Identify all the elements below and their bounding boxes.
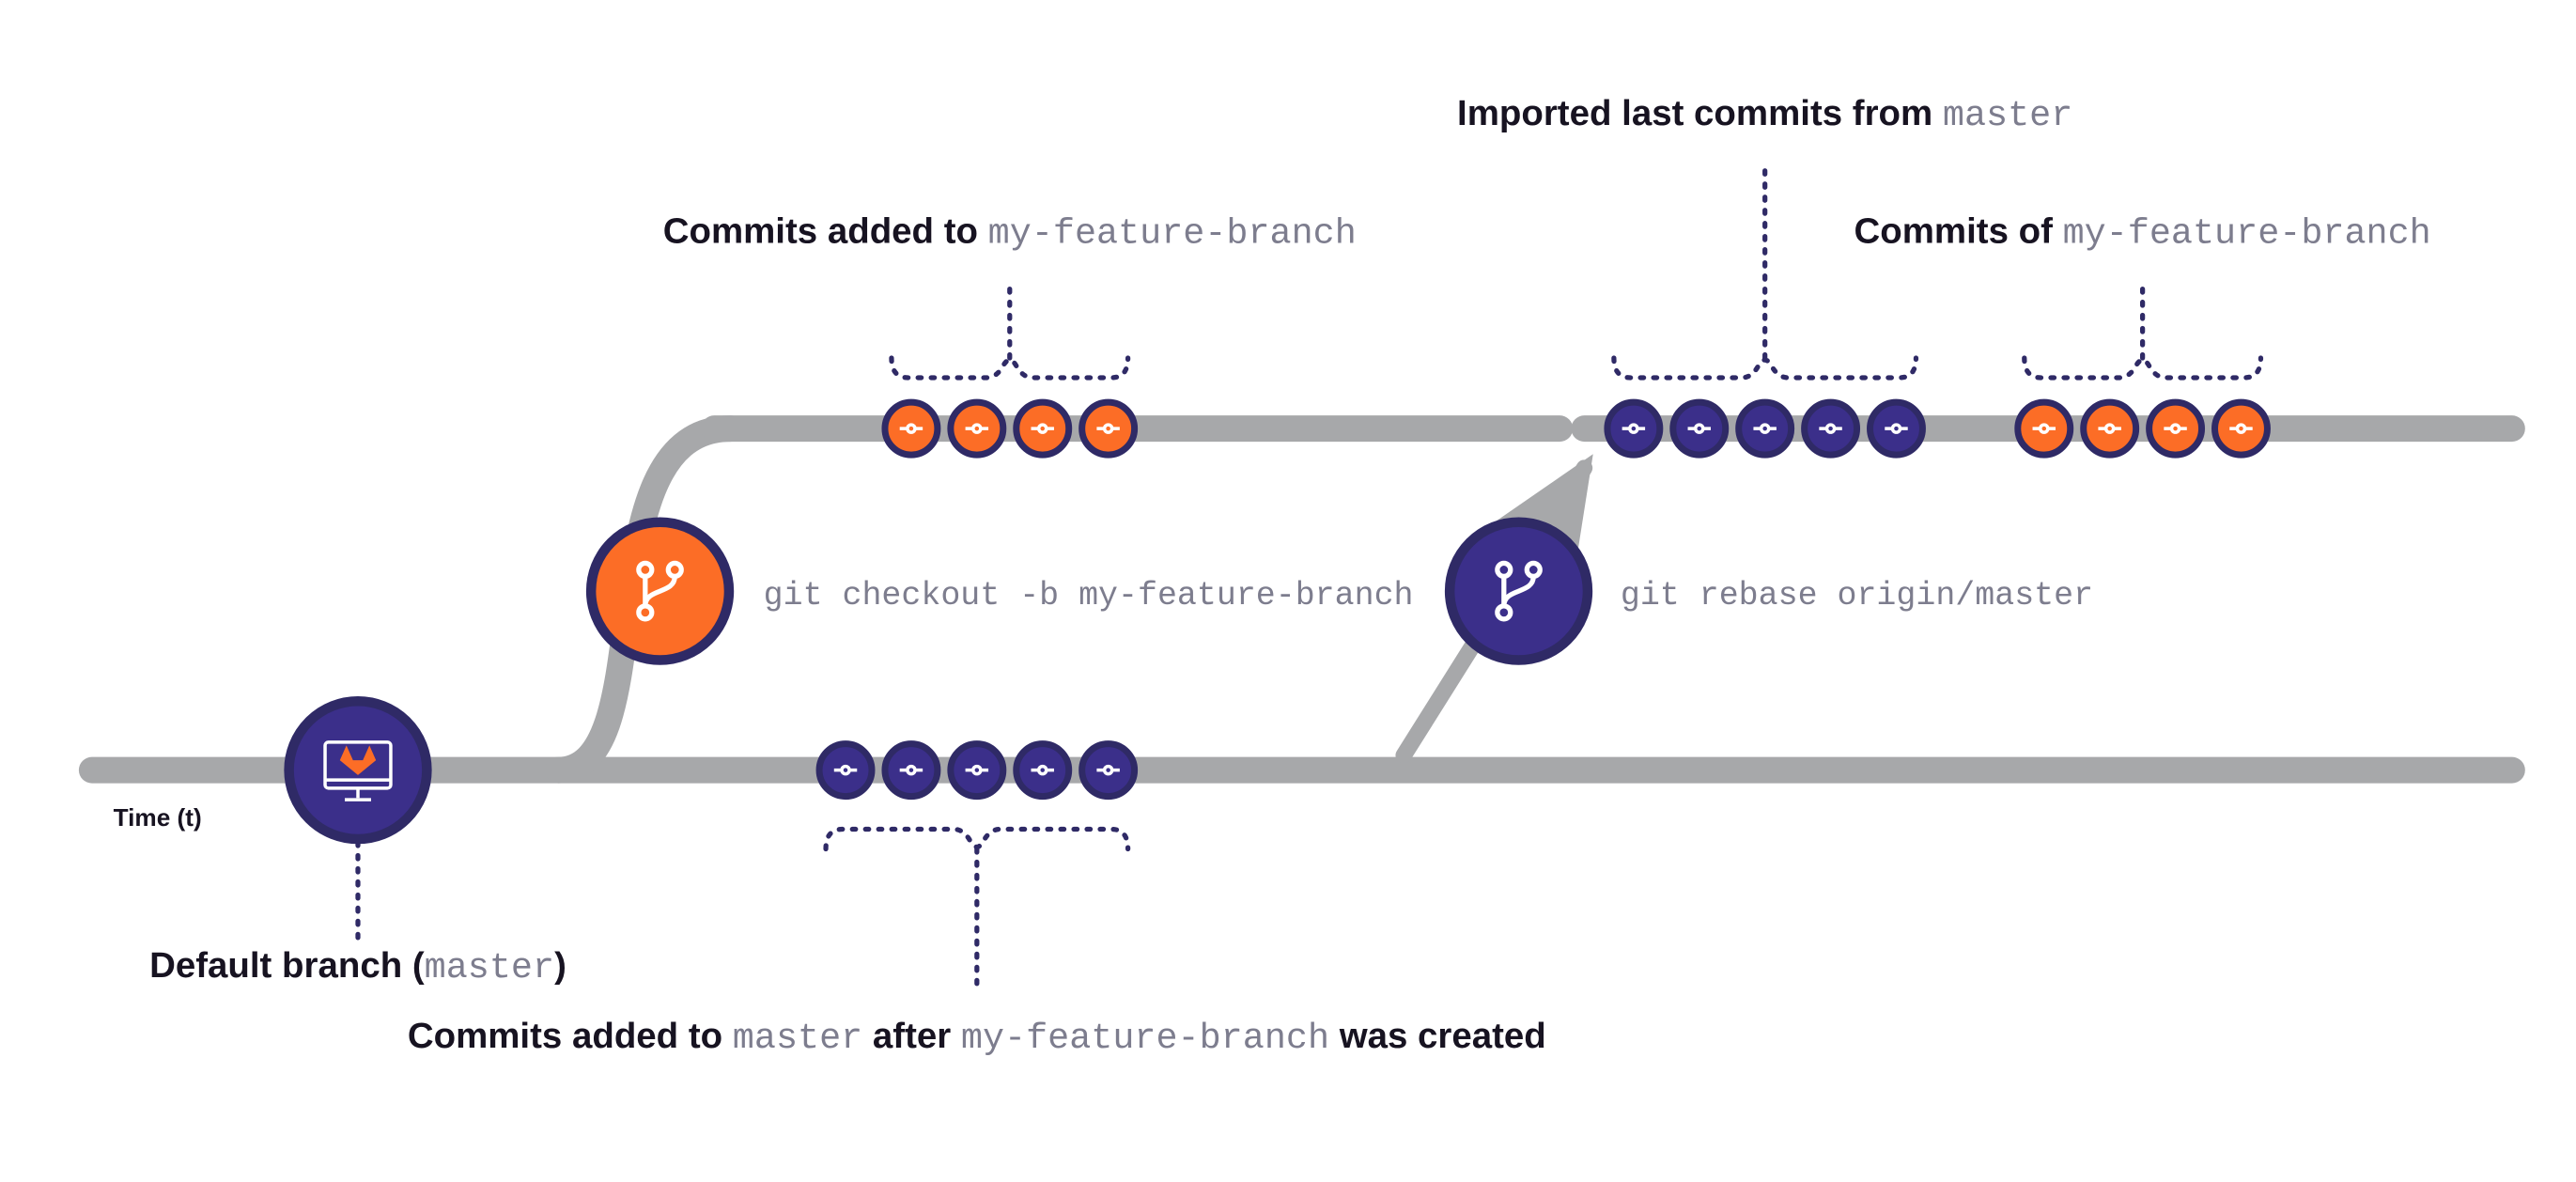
time-axis-label: Time (t) [114, 803, 202, 832]
checkout-icon [591, 522, 729, 661]
checkout-command-label: git checkout -b my-feature-branch [764, 578, 1414, 614]
feature-before-commit-1 [951, 402, 1003, 455]
feature-after-label: Commits of my-feature-branch [1854, 211, 2431, 255]
repo-icon [289, 701, 427, 839]
feature-before-commit-0 [885, 402, 938, 455]
master-after-commit-0 [819, 744, 872, 797]
imported-master-label: Imported last commits from master [1457, 93, 2072, 136]
feature-after-bracket [2025, 358, 2261, 378]
feature-after-commit-2 [2149, 402, 2202, 455]
feature-before-commit-2 [1016, 402, 1069, 455]
imported-master-commit-2 [1739, 402, 1792, 455]
imported-master-commit-0 [1607, 402, 1660, 455]
master-after-label: Commits added to master after my-feature… [408, 1016, 1546, 1059]
feature-before-commit-3 [1082, 402, 1135, 455]
master-after-commit-2 [951, 744, 1003, 797]
imported-master-commit-1 [1673, 402, 1726, 455]
master-after-bracket [826, 830, 1128, 849]
master-after-commit-4 [1082, 744, 1135, 797]
rebase-command-label: git rebase origin/master [1621, 578, 2093, 614]
rebase-icon [1450, 522, 1588, 661]
default-branch-label: Default branch (master) [149, 945, 566, 988]
feature-after-commit-3 [2215, 402, 2268, 455]
feature-before-label: Commits added to my-feature-branch [663, 211, 1357, 255]
imported-master-commit-3 [1805, 402, 1857, 455]
feature-before-bracket [892, 358, 1128, 378]
imported-master-commit-4 [1870, 402, 1923, 455]
feature-after-commit-1 [2084, 402, 2136, 455]
imported-master-bracket [1614, 358, 1916, 378]
feature-after-commit-0 [2018, 402, 2071, 455]
master-after-commit-3 [1016, 744, 1069, 797]
master-after-commit-1 [885, 744, 938, 797]
